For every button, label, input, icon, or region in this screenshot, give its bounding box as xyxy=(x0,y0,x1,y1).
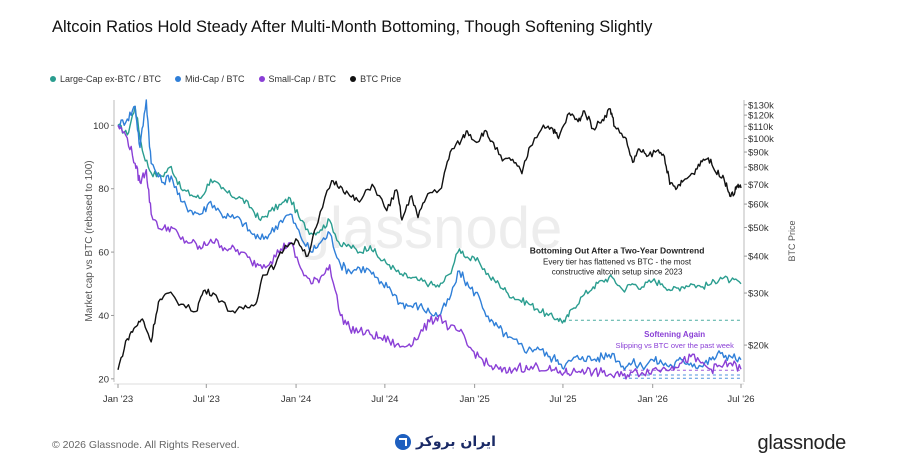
legend-label-large-cap: Large-Cap ex-BTC / BTC xyxy=(60,74,162,84)
annotation-line: Slipping vs BTC over the past week xyxy=(615,341,734,350)
x-tick-label: Jan '23 xyxy=(103,394,133,405)
y-axis-label: Market cap vs BTC (rebased to 100) xyxy=(84,160,95,321)
partner-logo-text: ایران بروکر xyxy=(416,434,496,450)
watermark: glassnode xyxy=(298,196,562,261)
y2-tick-label: $30k xyxy=(748,289,769,300)
y2-tick-label: $50k xyxy=(748,223,769,234)
y-tick-label: 60 xyxy=(98,248,109,259)
legend-dot-btc-price xyxy=(350,76,357,82)
series-line-btc xyxy=(117,108,742,370)
x-tick-label: Jan '26 xyxy=(638,394,668,405)
y-tick-label: 20 xyxy=(98,374,109,385)
chart-axes: 20 40 60 80 100 Market cap vs BTC (rebased to… xyxy=(84,100,797,405)
y2-axis-label: BTC Price xyxy=(787,220,797,261)
x-tick-label: Jul '26 xyxy=(727,394,754,405)
partner-logo: ایران بروکر xyxy=(395,434,496,450)
chart-legend: Large-Cap ex-BTC / BTC Mid-Cap / BTC Sma… xyxy=(50,74,401,84)
y2-tick-label: $60k xyxy=(748,200,769,211)
annotation-line: constructive altcoin setup since 2023 xyxy=(552,268,683,277)
annotation-title: Softening Again xyxy=(644,330,705,339)
y2-tick-label: $70k xyxy=(748,180,769,191)
y2-tick-label: $20k xyxy=(748,341,769,352)
legend-dot-mid-cap xyxy=(175,76,182,82)
chart-title: Altcoin Ratios Hold Steady After Multi-M… xyxy=(52,18,653,36)
legend-item-btc-price[interactable]: BTC Price xyxy=(350,74,401,84)
series-line-mid-cap xyxy=(117,99,742,371)
legend-item-mid-cap[interactable]: Mid-Cap / BTC xyxy=(175,74,245,84)
annotation-title: Bottoming Out After a Two-Year Downtrend xyxy=(530,246,705,256)
legend-item-large-cap[interactable]: Large-Cap ex-BTC / BTC xyxy=(50,74,161,84)
y-tick-label: 80 xyxy=(98,184,109,195)
x-tick-label: Jul '25 xyxy=(549,394,576,405)
series-line-small-cap xyxy=(117,125,742,380)
y2-tick-label: $120k xyxy=(748,111,774,122)
y2-tick-label: $80k xyxy=(748,163,769,174)
x-tick-label: Jan '24 xyxy=(281,394,311,405)
series-line-large-cap xyxy=(117,105,742,324)
annotation-line: Every tier has flattened vs BTC - the mo… xyxy=(543,258,692,267)
y2-tick-label: $100k xyxy=(748,134,774,145)
legend-dot-small-cap xyxy=(258,76,265,82)
x-tick-label: Jan '25 xyxy=(459,394,489,405)
x-tick-label: Jul '23 xyxy=(193,394,220,405)
legend-label-small-cap: Small-Cap / BTC xyxy=(268,74,337,84)
glassnode-logo: glassnode xyxy=(757,432,847,454)
y2-tick-label: $40k xyxy=(748,252,769,263)
legend-item-small-cap[interactable]: Small-Cap / BTC xyxy=(258,74,337,84)
y2-tick-label: $130k xyxy=(748,100,774,111)
y2-tick-label: $110k xyxy=(748,122,773,133)
copyright: © 2026 Glassnode. All Rights Reserved. xyxy=(52,439,240,451)
reference-lines xyxy=(562,319,741,379)
chart-annotations: Bottoming Out After a Two-Year Downtrend… xyxy=(530,246,734,350)
x-tick-label: Jul '24 xyxy=(371,394,398,405)
y-tick-label: 100 xyxy=(93,121,109,132)
legend-dot-large-cap xyxy=(50,76,56,82)
legend-label-mid-cap: Mid-Cap / BTC xyxy=(185,74,245,84)
y-tick-label: 40 xyxy=(98,311,109,322)
legend-label-btc-price: BTC Price xyxy=(360,74,402,84)
y2-tick-label: $90k xyxy=(748,148,769,159)
chart-series xyxy=(117,99,742,380)
partner-logo-icon xyxy=(395,434,411,450)
